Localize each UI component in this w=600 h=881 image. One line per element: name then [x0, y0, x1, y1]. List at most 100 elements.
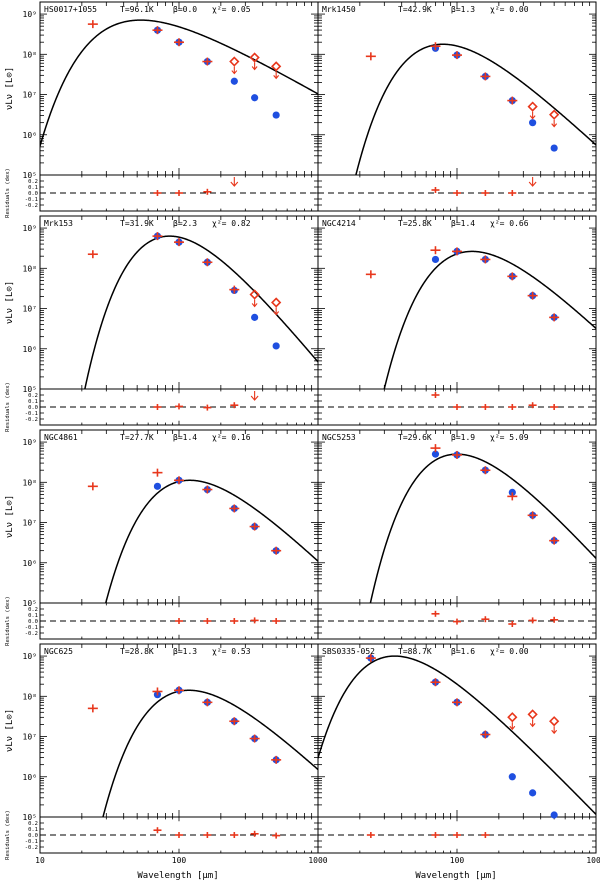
panel-chi2: χ²= 0.82 [212, 219, 251, 228]
y-tick-label: 10⁸ [23, 478, 37, 487]
main-frame [39, 643, 319, 818]
model-point [529, 789, 537, 797]
y-tick-label: 10⁷ [23, 733, 37, 742]
panel-4: NGC4214 T=25.8K β=1.4 χ²= 0.66 [317, 215, 597, 426]
panel-temperature: T=25.8K [398, 219, 432, 228]
upper-limit-arrow [551, 726, 558, 735]
upper-limit-arrow [251, 62, 258, 71]
y-tick-label: 10⁵ [23, 813, 37, 822]
res-tick-label: 0.0 [28, 191, 38, 197]
upper-limit-arrow [273, 307, 280, 316]
panel-beta: β=0.0 [173, 5, 197, 14]
y-tick-label: 10⁸ [23, 50, 37, 59]
y-axis-label: νLν [L⊙] [5, 495, 15, 538]
res-tick-label: 0.1 [28, 613, 38, 619]
model-point [550, 811, 558, 819]
panel-chi2: χ²= 5.09 [490, 433, 529, 442]
y-tick-label: 10⁸ [23, 692, 37, 701]
panel-chi2: χ²= 0.16 [212, 433, 251, 442]
x-tick-label: 1000 [586, 856, 600, 865]
y-tick-label: 10⁷ [23, 519, 37, 528]
x-tick-label: 1000 [308, 856, 327, 865]
res-tick-label: 0.1 [28, 185, 38, 191]
model-point [230, 77, 238, 85]
upper-limit-arrow [529, 719, 536, 728]
panel-name: NGC5253 [322, 433, 356, 442]
panel-beta: β=1.6 [451, 647, 475, 656]
y-tick-label: 10⁹ [23, 224, 37, 233]
panel-name: NGC4861 [44, 433, 78, 442]
model-point [251, 313, 259, 321]
panel-beta: β=1.4 [451, 219, 475, 228]
x-tick-label: 100 [172, 856, 187, 865]
y-axis-label: νLν [L⊙] [5, 709, 15, 752]
model-curve [355, 43, 596, 175]
panel-name: Mrk153 [44, 219, 73, 228]
res-tick-label: 0.0 [28, 619, 38, 625]
res-tick-label: 0.0 [28, 405, 38, 411]
res-tick-label: 0.2 [28, 607, 38, 613]
y-tick-label: 10⁶ [23, 345, 37, 354]
upper-limit-arrow [529, 111, 536, 120]
panel-chi2: χ²= 0.66 [490, 219, 529, 228]
residual-arrow [230, 177, 239, 187]
residual-axis-label: Residuals (dex) [5, 596, 11, 646]
panel-temperature: T=88.7K [398, 647, 432, 656]
model-curve [383, 250, 596, 389]
model-curve [318, 655, 596, 816]
residual-axis-label: Residuals (dex) [5, 168, 11, 218]
panel-name: HS0017+1055 [44, 5, 97, 14]
panel-temperature: T=27.7K [120, 433, 154, 442]
upper-limit-marker [507, 712, 518, 723]
panel-temperature: T=29.6K [398, 433, 432, 442]
y-tick-label: 10⁵ [23, 385, 37, 394]
upper-limit-marker [549, 716, 560, 727]
residual-axis-label: Residuals (dex) [5, 810, 11, 860]
panel-3: 10⁵ 10⁶ 10⁷ 10⁸ 10⁹ νLν [L⊙] 0.20.10.0-0.1-0.2… [5, 215, 319, 432]
panel-name: NGC625 [44, 647, 73, 656]
upper-limit-marker [527, 709, 538, 720]
residual-arrow [250, 391, 259, 401]
panel-name: NGC4214 [322, 219, 356, 228]
panel-chi2: χ²= 0.00 [490, 647, 529, 656]
res-tick-label: -0.1 [25, 197, 38, 203]
model-point [529, 119, 537, 127]
upper-limit-marker [527, 101, 538, 112]
model-point [272, 111, 280, 119]
model-point [431, 450, 440, 458]
panel-beta: β=1.4 [173, 433, 197, 442]
x-axis-label-left: Wavelength [μm] [137, 871, 218, 881]
y-tick-label: 10⁹ [23, 438, 37, 447]
res-tick-label: 0.0 [28, 833, 38, 839]
main-frame [317, 215, 597, 390]
model-point [508, 773, 516, 781]
model-point [550, 144, 558, 152]
upper-limit-marker [271, 297, 282, 308]
model-point [251, 94, 259, 102]
y-tick-label: 10⁵ [23, 171, 37, 180]
upper-limit-arrow [251, 299, 258, 308]
res-tick-label: -0.2 [25, 845, 38, 851]
residual-axis-label: Residuals (dex) [5, 382, 11, 432]
panel-beta: β=1.3 [451, 5, 475, 14]
y-tick-label: 10⁹ [23, 652, 37, 661]
model-point [431, 255, 440, 264]
res-tick-label: -0.1 [25, 625, 38, 631]
panel-1: 10⁵ 10⁶ 10⁷ 10⁸ 10⁹ νLν [L⊙] 0.20.10.0-0.1-0.2… [5, 1, 319, 218]
res-tick-label: 0.2 [28, 821, 38, 827]
panel-temperature: T=28.8K [120, 647, 154, 656]
y-tick-label: 10⁶ [23, 773, 37, 782]
panel-8: SBS0335-052 T=88.7K β=1.6 χ²= 0.00 100 1000 [317, 643, 600, 865]
main-frame [39, 429, 319, 604]
panel-beta: β=1.3 [173, 647, 197, 656]
upper-limit-marker [229, 56, 240, 67]
y-tick-label: 10⁹ [23, 10, 37, 19]
model-point [508, 488, 516, 496]
upper-limit-marker [249, 289, 260, 300]
res-tick-label: -0.1 [25, 411, 38, 417]
panel-5: 10⁵ 10⁶ 10⁷ 10⁸ 10⁹ νLν [L⊙] 0.20.10.0-0.1-0.2… [5, 429, 319, 646]
upper-limit-arrow [509, 722, 516, 731]
y-tick-label: 10⁷ [23, 91, 37, 100]
y-tick-label: 10⁶ [23, 559, 37, 568]
